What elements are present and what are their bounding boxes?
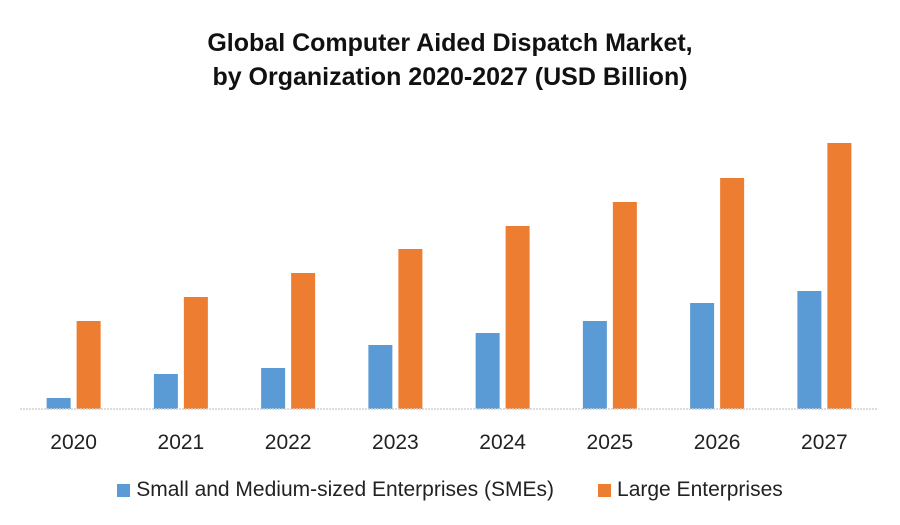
x-tick-label-2021: 2021 — [158, 431, 205, 454]
legend-swatch-smes — [117, 483, 131, 497]
x-tick-label-2024: 2024 — [479, 431, 526, 454]
x-tick-label-2022: 2022 — [265, 431, 312, 454]
bar-large-enterprises-2027 — [827, 143, 852, 409]
x-tick-label-2023: 2023 — [372, 431, 419, 454]
legend-swatch-large-enterprises — [598, 483, 612, 497]
legend-item-large-enterprises: Large Enterprises — [598, 478, 783, 502]
bar-large-enterprises-2025 — [612, 202, 637, 409]
bar-smes-2026 — [690, 303, 715, 409]
bar-large-enterprises-2026 — [720, 178, 745, 409]
x-tick-label-2027: 2027 — [801, 431, 848, 454]
bar-smes-2027 — [797, 291, 822, 409]
bar-smes-2024 — [475, 333, 500, 409]
x-tick-label-2020: 2020 — [50, 431, 97, 454]
bar-large-enterprises-2021 — [183, 297, 208, 409]
bar-large-enterprises-2023 — [398, 249, 423, 409]
x-tick-label-2025: 2025 — [587, 431, 634, 454]
bar-smes-2022 — [261, 368, 286, 409]
legend-label-large-enterprises: Large Enterprises — [617, 478, 783, 501]
bar-large-enterprises-2024 — [505, 226, 530, 409]
x-tick-label-2026: 2026 — [694, 431, 741, 454]
bar-smes-2025 — [582, 321, 607, 409]
bar-smes-2023 — [368, 345, 393, 409]
bar-large-enterprises-2022 — [291, 273, 316, 409]
chart-title-line-1: Global Computer Aided Dispatch Market, — [207, 29, 693, 57]
bar-large-enterprises-2020 — [76, 321, 101, 409]
bar-smes-2020 — [46, 398, 71, 409]
chart-title-line-2: by Organization 2020-2027 (USD Billion) — [212, 63, 688, 91]
legend-label-smes: Small and Medium-sized Enterprises (SMEs… — [136, 478, 555, 501]
legend-item-smes: Small and Medium-sized Enterprises (SMEs… — [117, 478, 554, 502]
legend: Small and Medium-sized Enterprises (SMEs… — [0, 478, 900, 502]
bar-smes-2021 — [153, 374, 178, 409]
